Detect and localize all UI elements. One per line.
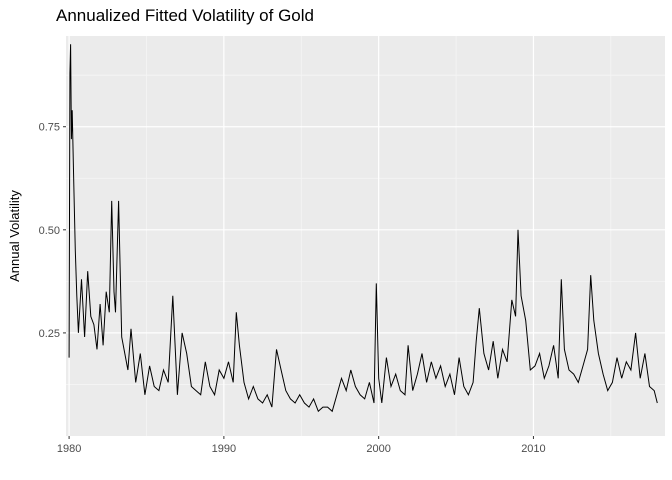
y-tick-label: 0.25 (39, 328, 60, 340)
x-tick-label: 2010 (521, 443, 545, 455)
y-tick-label: 0.75 (39, 122, 60, 134)
y-axis: 0.25 0.50 0.75 (39, 122, 66, 340)
series-line (68, 44, 658, 413)
major-grid (66, 36, 665, 436)
x-tick-label: 1980 (57, 443, 81, 455)
y-axis-title: Annual Volatility (7, 190, 22, 282)
chart-title: Annualized Fitted Volatility of Gold (56, 6, 314, 25)
x-axis: 1980 1990 2000 2010 (57, 436, 546, 455)
plot-panel (66, 36, 665, 436)
x-tick-label: 1990 (212, 443, 236, 455)
x-tick-label: 2000 (366, 443, 390, 455)
minor-grid (66, 36, 665, 436)
y-tick-label: 0.50 (39, 225, 60, 237)
